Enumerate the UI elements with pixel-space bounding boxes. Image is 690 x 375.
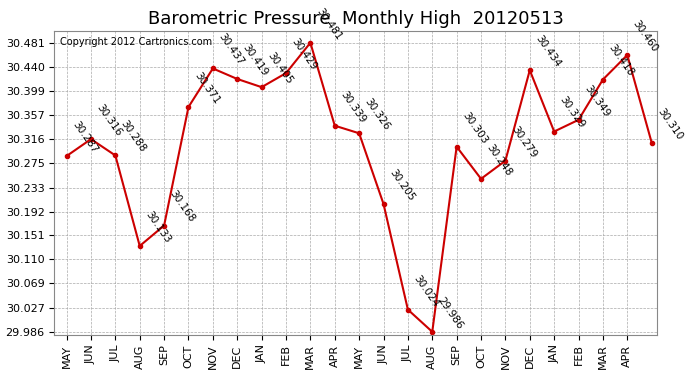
- Text: Copyright 2012 Cartronics.com: Copyright 2012 Cartronics.com: [61, 37, 213, 47]
- Text: 30.460: 30.460: [631, 18, 660, 54]
- Text: 30.405: 30.405: [265, 51, 294, 86]
- Text: 30.310: 30.310: [656, 106, 684, 141]
- Text: 30.329: 30.329: [558, 95, 587, 130]
- Text: 30.371: 30.371: [192, 70, 221, 106]
- Text: 30.434: 30.434: [533, 33, 562, 69]
- Text: 30.288: 30.288: [119, 119, 148, 154]
- Text: 30.168: 30.168: [168, 189, 197, 224]
- Text: 30.339: 30.339: [338, 89, 368, 125]
- Text: 30.248: 30.248: [484, 142, 514, 178]
- Text: 30.279: 30.279: [509, 124, 538, 159]
- Text: 30.349: 30.349: [582, 83, 611, 118]
- Text: 30.429: 30.429: [290, 36, 319, 72]
- Text: 30.419: 30.419: [241, 42, 270, 78]
- Text: 30.303: 30.303: [460, 110, 489, 146]
- Text: 30.133: 30.133: [144, 209, 172, 245]
- Text: 30.316: 30.316: [95, 102, 124, 138]
- Text: 30.437: 30.437: [217, 32, 246, 67]
- Text: 29.986: 29.986: [436, 295, 465, 331]
- Text: 30.481: 30.481: [314, 6, 343, 42]
- Text: 30.418: 30.418: [607, 43, 635, 78]
- Text: 30.024: 30.024: [411, 273, 440, 309]
- Text: 30.287: 30.287: [70, 119, 99, 155]
- Title: Barometric Pressure  Monthly High  20120513: Barometric Pressure Monthly High 2012051…: [148, 10, 564, 28]
- Text: 30.205: 30.205: [387, 167, 416, 203]
- Text: 30.326: 30.326: [363, 97, 392, 132]
